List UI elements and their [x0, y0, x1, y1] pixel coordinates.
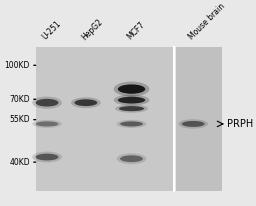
Ellipse shape: [120, 155, 143, 162]
Ellipse shape: [71, 97, 101, 108]
Ellipse shape: [117, 120, 146, 128]
Text: 40KD: 40KD: [9, 158, 30, 167]
Ellipse shape: [119, 106, 144, 111]
Ellipse shape: [120, 121, 143, 126]
Ellipse shape: [115, 105, 148, 113]
Text: 100KD: 100KD: [5, 61, 30, 70]
Ellipse shape: [178, 119, 208, 129]
Text: 55KD: 55KD: [9, 115, 30, 124]
Text: HepG2: HepG2: [80, 17, 104, 42]
Text: 70KD: 70KD: [9, 95, 30, 104]
Ellipse shape: [32, 152, 62, 163]
Ellipse shape: [114, 95, 149, 105]
Ellipse shape: [114, 82, 149, 97]
FancyBboxPatch shape: [36, 47, 175, 191]
Ellipse shape: [32, 97, 62, 109]
Ellipse shape: [36, 99, 58, 107]
Text: Mouse brain: Mouse brain: [187, 2, 227, 42]
Ellipse shape: [36, 154, 58, 160]
Ellipse shape: [36, 121, 58, 126]
Ellipse shape: [118, 84, 145, 94]
Ellipse shape: [32, 120, 62, 128]
Text: MCF7: MCF7: [125, 20, 146, 42]
Ellipse shape: [74, 99, 97, 106]
Text: PRPH: PRPH: [228, 119, 254, 129]
Ellipse shape: [117, 153, 146, 164]
FancyBboxPatch shape: [176, 47, 222, 191]
Ellipse shape: [118, 97, 145, 104]
Ellipse shape: [182, 121, 205, 127]
Text: U-251: U-251: [41, 19, 63, 42]
